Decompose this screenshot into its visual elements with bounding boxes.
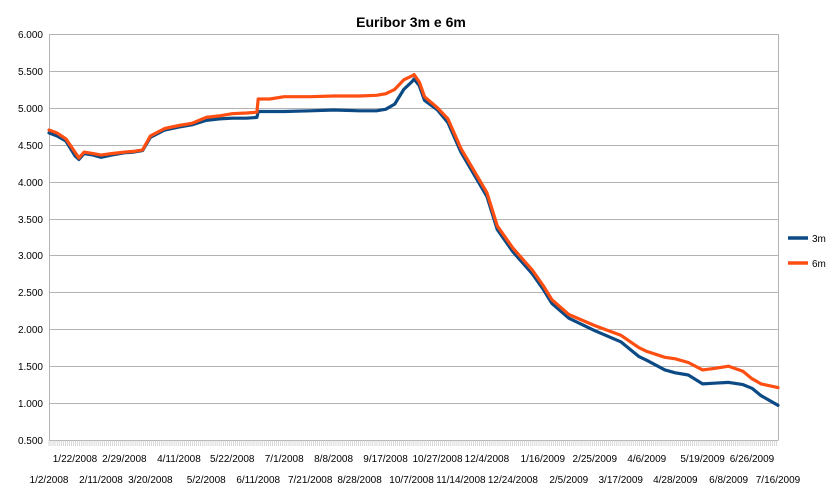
y-tick-label: 2.500	[18, 288, 43, 299]
x-tick-label: 7/16/2009	[756, 475, 801, 486]
x-tick-label: 1/22/2008	[53, 454, 98, 465]
x-tick-label: 2/29/2008	[102, 454, 147, 465]
y-tick-label: 3.000	[18, 251, 43, 262]
x-axis: 1/22/2008 2/29/2008 4/11/2008 5/22/2008 7/1/…	[30, 440, 801, 486]
x-tick-label: 4/28/2009	[653, 475, 698, 486]
y-tick-label: 4.500	[18, 141, 43, 152]
y-tick-label: 3.500	[18, 215, 43, 226]
x-tick-label: 8/8/2008	[314, 454, 353, 465]
x-tick-label: 3/17/2009	[599, 475, 644, 486]
x-tick-label: 12/24/2008	[488, 475, 538, 486]
x-tick-label: 4/11/2008	[157, 454, 201, 465]
x-tick-label: 1/16/2009	[521, 454, 566, 465]
x-tick-label: 7/1/2008	[265, 454, 304, 465]
x-tick-label: 5/2/2008	[187, 475, 226, 486]
x-tick-label: 2/11/2008	[79, 475, 123, 486]
x-tick-label: 5/19/2009	[680, 454, 725, 465]
legend: 3m 6m	[788, 234, 826, 270]
x-tick-label: 7/21/2008	[288, 475, 333, 486]
grid-lines	[49, 34, 779, 441]
y-tick-label: 2.000	[18, 325, 43, 336]
x-tick-label: 11/14/2008	[436, 475, 486, 486]
y-tick-label: 0.500	[18, 436, 43, 447]
x-tick-label: 5/22/2008	[210, 454, 255, 465]
x-tick-label: 4/6/2009	[627, 454, 666, 465]
x-tick-label: 12/4/2008	[465, 454, 510, 465]
x-tick-label: 10/27/2008	[413, 454, 463, 465]
y-axis: 6.000 5.500 5.000 4.500 4.000 3.500 3.000 2.500…	[18, 30, 43, 447]
x-tick-label: 6/11/2008	[236, 475, 280, 486]
x-tick-label: 3/20/2008	[128, 475, 173, 486]
x-tick-label: 9/17/2008	[363, 454, 408, 465]
y-tick-label: 1.500	[18, 362, 43, 373]
y-tick-label: 5.500	[18, 67, 43, 78]
x-tick-label: 1/2/2008	[30, 475, 69, 486]
x-tick-label: 6/8/2009	[709, 475, 748, 486]
x-tick-label: 6/26/2009	[730, 454, 775, 465]
y-tick-label: 1.000	[18, 399, 43, 410]
legend-label: 3m	[812, 234, 826, 245]
chart-title: Euribor 3m e 6m	[356, 14, 466, 30]
plot-area	[47, 73, 780, 407]
x-tick-label: 2/5/2009	[549, 475, 588, 486]
x-tick-label: 2/25/2009	[573, 454, 618, 465]
y-tick-label: 4.000	[18, 178, 43, 189]
series-line-6m	[47, 73, 780, 390]
y-tick-label: 6.000	[18, 30, 43, 41]
y-tick-label: 5.000	[18, 104, 43, 115]
x-tick-label: 8/28/2008	[337, 475, 382, 486]
legend-label: 6m	[812, 259, 826, 270]
x-tick-label: 10/7/2008	[389, 475, 434, 486]
